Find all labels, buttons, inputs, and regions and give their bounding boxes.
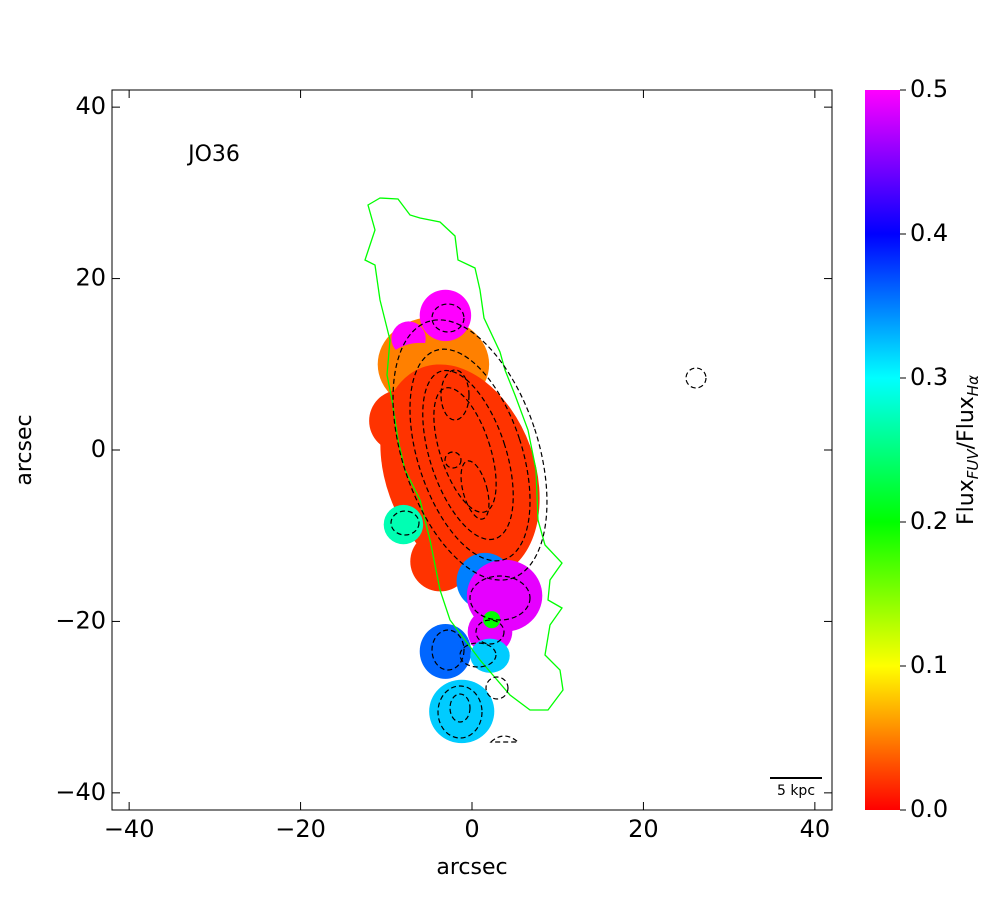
y-axis-label: arcsec	[12, 414, 37, 485]
flux-contours	[390, 303, 707, 743]
colorbar-label-part: Flux	[954, 479, 979, 525]
region	[429, 679, 495, 744]
colorbar-label: FluxFUV/FluxHα	[954, 375, 982, 525]
x-tick-label: 0	[464, 815, 479, 843]
x-tick-label: −40	[104, 815, 155, 843]
colorbar-label-part: FUV	[964, 448, 982, 480]
regions	[369, 289, 543, 744]
colorbar	[865, 90, 900, 810]
x-tick-label: 20	[628, 815, 659, 843]
annotation: JO36	[186, 142, 240, 167]
region	[383, 504, 424, 545]
region	[470, 638, 510, 673]
y-tick-label: −40	[55, 778, 106, 806]
colorbar-tick-label: 0.3	[910, 363, 948, 391]
y-tick-label: −20	[55, 606, 106, 634]
colorbar-tick-label: 0.5	[910, 75, 948, 103]
x-axis-label: arcsec	[436, 855, 507, 880]
x-tick-label: −20	[275, 815, 326, 843]
colorbar-tick-label: 0.1	[910, 651, 948, 679]
scale-bar-label: 5 kpc	[777, 783, 815, 799]
colorbar-tick-label: 0.2	[910, 507, 948, 535]
colorbar-label-part: Hα	[964, 375, 982, 396]
region	[369, 390, 431, 452]
y-tick-label: 40	[75, 92, 106, 120]
y-tick-label: 0	[91, 435, 106, 463]
colorbar-tick-label: 0.0	[910, 795, 948, 823]
colorbar-label-part: /Flux	[954, 396, 979, 449]
region	[410, 531, 471, 592]
x-tick-label: 40	[800, 815, 831, 843]
y-tick-label: 20	[75, 264, 106, 292]
colorbar-tick-label: 0.4	[910, 219, 948, 247]
